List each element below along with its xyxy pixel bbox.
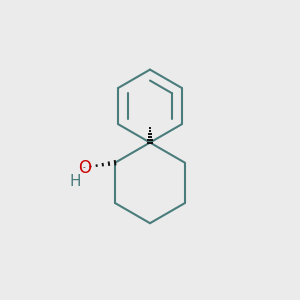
Text: O: O	[78, 158, 91, 176]
Text: H: H	[69, 174, 80, 189]
